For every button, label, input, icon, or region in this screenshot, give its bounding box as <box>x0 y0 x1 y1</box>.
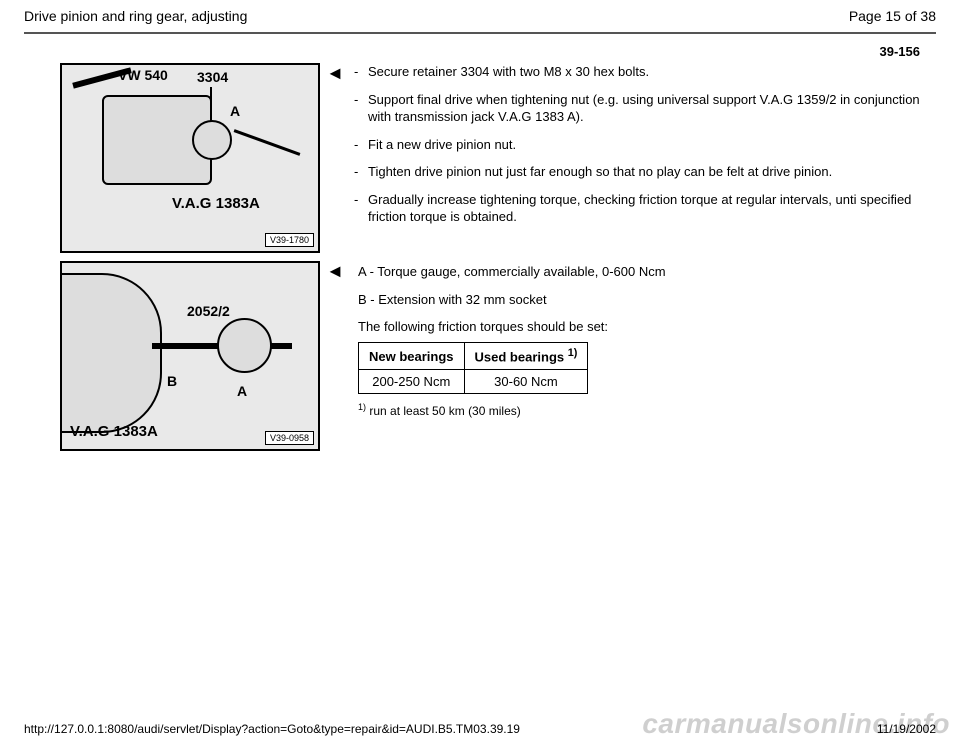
list-item-text: Gradually increase tightening torque, ch… <box>368 191 920 226</box>
figure-2-label-tool: V.A.G 1383A <box>70 423 158 440</box>
table-cell-used: 30-60 Ncm <box>464 369 588 393</box>
list-item: -Gradually increase tightening torque, c… <box>354 191 920 226</box>
pointer-arrow-2: ◄ <box>320 261 350 282</box>
figure-2-label-b: B <box>167 373 177 389</box>
list-item-text: Tighten drive pinion nut just far enough… <box>368 163 832 181</box>
doc-title: Drive pinion and ring gear, adjusting <box>24 8 247 24</box>
footnote: 1) run at least 50 km (30 miles) <box>358 402 920 418</box>
page-footer: http://127.0.0.1:8080/audi/servlet/Displ… <box>0 722 960 736</box>
pointer-arrow-1: ◄ <box>320 63 350 84</box>
figure-1-label-a: A <box>230 103 240 119</box>
info-line-a: A - Torque gauge, commercially available… <box>358 263 920 281</box>
list-item: -Support final drive when tightening nut… <box>354 91 920 126</box>
figure-1-label-tool: V.A.G 1383A <box>172 195 260 212</box>
section-number: 39-156 <box>0 34 960 61</box>
table-header-used: Used bearings 1) <box>464 343 588 369</box>
block-1-text: -Secure retainer 3304 with two M8 x 30 h… <box>350 63 920 236</box>
table-header-used-text: Used bearings <box>475 350 568 365</box>
list-item-text: Secure retainer 3304 with two M8 x 30 he… <box>368 63 649 81</box>
figure-1-label-3304: 3304 <box>197 69 228 85</box>
list-item-text: Support final drive when tightening nut … <box>368 91 920 126</box>
table-caption: The following friction torques should be… <box>358 319 920 334</box>
instruction-block-2: 2052/2 B A V.A.G 1383A V39-0958 ◄ A - To… <box>60 261 920 451</box>
instruction-block-1: VW 540 3304 A V.A.G 1383A V39-1780 ◄ -Se… <box>60 63 920 253</box>
page-indicator: Page 15 of 38 <box>849 8 936 24</box>
figure-2-ref: V39-0958 <box>265 431 314 445</box>
figure-1-label-vw540: VW 540 <box>118 67 168 83</box>
table-header-used-sup: 1) <box>568 347 578 359</box>
footer-date: 11/19/2002 <box>877 722 936 736</box>
friction-torque-table: New bearings Used bearings 1) 200-250 Nc… <box>358 342 588 393</box>
page-content: VW 540 3304 A V.A.G 1383A V39-1780 ◄ -Se… <box>0 61 960 451</box>
figure-2-label-2052: 2052/2 <box>187 303 230 319</box>
footer-url: http://127.0.0.1:8080/audi/servlet/Displ… <box>24 722 520 736</box>
figure-2: 2052/2 B A V.A.G 1383A V39-0958 <box>60 261 320 451</box>
figure-1-ref: V39-1780 <box>265 233 314 247</box>
block-2-text: A - Torque gauge, commercially available… <box>350 261 920 418</box>
figure-1: VW 540 3304 A V.A.G 1383A V39-1780 <box>60 63 320 253</box>
page-header: Drive pinion and ring gear, adjusting Pa… <box>0 0 960 30</box>
table-header-new: New bearings <box>359 343 465 369</box>
footnote-text: run at least 50 km (30 miles) <box>366 404 521 418</box>
info-line-b: B - Extension with 32 mm socket <box>358 291 920 309</box>
table-row: 200-250 Ncm 30-60 Ncm <box>359 369 588 393</box>
figure-2-label-a: A <box>237 383 247 399</box>
table-row: New bearings Used bearings 1) <box>359 343 588 369</box>
list-item-text: Fit a new drive pinion nut. <box>368 136 516 154</box>
list-item: -Fit a new drive pinion nut. <box>354 136 920 154</box>
instruction-list-1: -Secure retainer 3304 with two M8 x 30 h… <box>354 63 920 226</box>
table-cell-new: 200-250 Ncm <box>359 369 465 393</box>
list-item: -Secure retainer 3304 with two M8 x 30 h… <box>354 63 920 81</box>
footnote-sup: 1) <box>358 402 366 412</box>
list-item: -Tighten drive pinion nut just far enoug… <box>354 163 920 181</box>
